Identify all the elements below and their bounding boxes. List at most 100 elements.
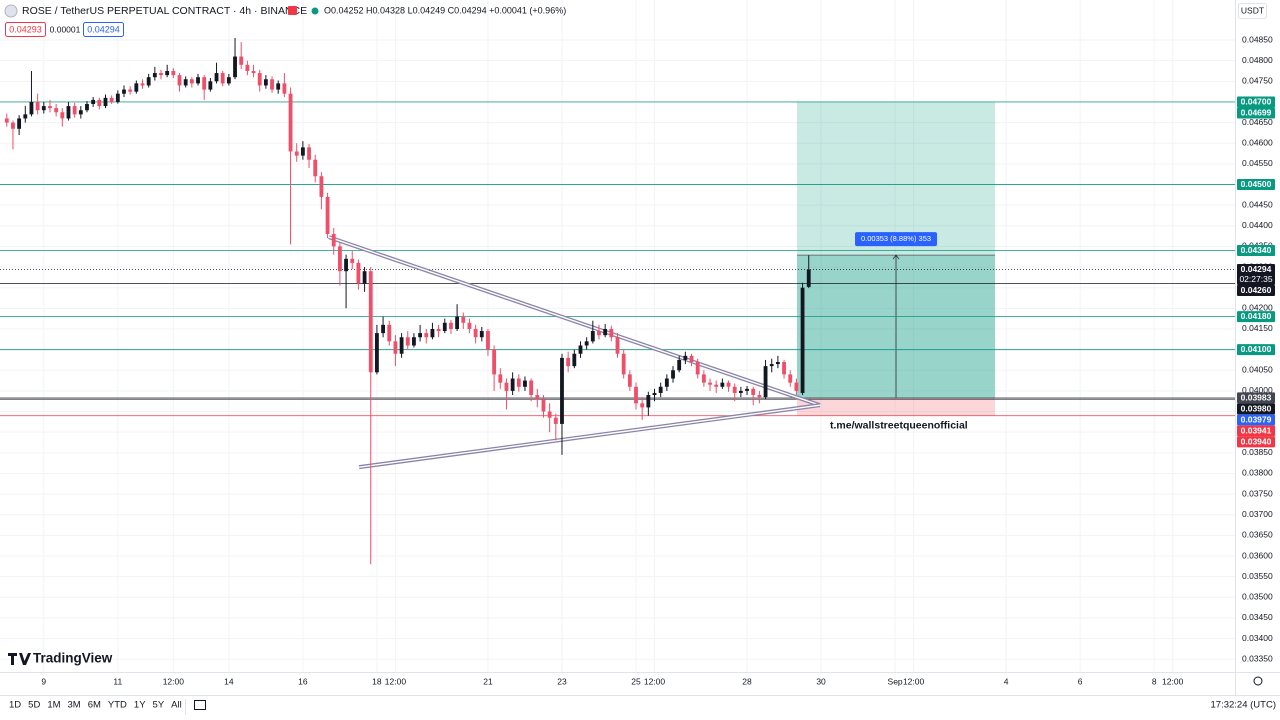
candle-body xyxy=(97,99,102,107)
sell-button[interactable] xyxy=(5,22,46,37)
range-button[interactable]: 5D xyxy=(28,700,40,711)
candle-body xyxy=(405,337,410,346)
candle-body xyxy=(584,341,589,346)
x-tick-label: 12:00 xyxy=(644,676,666,686)
candle-body xyxy=(671,370,675,379)
y-tick-label: 0.03850 xyxy=(1242,447,1273,457)
x-tick-label: Sep xyxy=(888,676,903,686)
candle-body xyxy=(782,362,786,375)
price-badge-label: 0.04180 xyxy=(1241,311,1272,321)
logo-icon xyxy=(8,653,31,665)
candle-body xyxy=(634,386,638,404)
trendline-inner xyxy=(358,404,820,468)
candle-body xyxy=(214,73,219,82)
candle-body xyxy=(85,104,89,111)
candle-body xyxy=(325,196,330,235)
y-tick-label: 0.03750 xyxy=(1242,488,1273,498)
candle-body xyxy=(498,374,503,383)
candle-body xyxy=(29,101,34,115)
range-button[interactable]: 3M xyxy=(68,700,81,711)
candle-body xyxy=(467,322,472,329)
candle-body xyxy=(233,56,237,78)
price-badge xyxy=(1237,96,1275,108)
candle-body xyxy=(516,378,521,387)
x-tick-label: 11 xyxy=(113,676,122,686)
candle-body xyxy=(621,353,626,375)
y-tick-label: 0.03550 xyxy=(1242,571,1273,581)
range-button[interactable]: All xyxy=(171,700,182,711)
candle-body xyxy=(436,328,441,332)
range-button[interactable]: 1D xyxy=(9,700,21,711)
candle-body xyxy=(683,355,688,360)
candle-body xyxy=(658,386,663,393)
x-tick-label: 4 xyxy=(1004,676,1009,686)
x-tick-label: 12:00 xyxy=(903,676,925,686)
bottom-toolbar xyxy=(0,695,1280,720)
candle-body xyxy=(276,83,281,90)
y-tick-label: 0.04650 xyxy=(1242,117,1273,127)
candle-body xyxy=(17,118,22,129)
trendline-inner xyxy=(328,236,821,406)
price-badge xyxy=(1237,344,1275,356)
price-badge xyxy=(1237,403,1275,415)
candle-body xyxy=(430,328,435,338)
y-tick-label: 0.03650 xyxy=(1242,530,1273,540)
candle-body xyxy=(529,380,534,396)
candle-body xyxy=(442,322,447,332)
candle-body xyxy=(183,79,188,86)
range-button[interactable]: YTD xyxy=(108,700,127,711)
candle-body xyxy=(122,89,126,94)
y-tick-label: 0.04450 xyxy=(1242,199,1273,209)
candle-body xyxy=(381,324,385,334)
candle-body xyxy=(726,382,731,387)
candle-body xyxy=(72,106,77,115)
y-tick-label: 0.03800 xyxy=(1242,468,1273,478)
candle-body xyxy=(738,390,743,393)
candle-body xyxy=(763,366,768,398)
flag-icon[interactable] xyxy=(288,6,297,15)
candle-body xyxy=(128,89,133,92)
settings-icon[interactable] xyxy=(1253,676,1263,686)
candle-body xyxy=(640,403,645,408)
price-badge-label: 0.03941 xyxy=(1241,425,1272,435)
candle-body xyxy=(399,337,404,354)
candle-body xyxy=(152,73,157,78)
candle-body xyxy=(455,316,460,329)
y-tick-label: 0.03350 xyxy=(1242,653,1273,663)
range-button[interactable]: 1Y xyxy=(134,700,146,711)
range-button[interactable]: 5Y xyxy=(153,700,165,711)
candle-body xyxy=(319,176,324,197)
ask-price: 0.04294 xyxy=(87,24,120,34)
candle-body xyxy=(479,331,484,338)
candle-body xyxy=(294,151,299,156)
candle-body xyxy=(344,258,348,272)
candle-body xyxy=(412,337,416,346)
price-badge-label: 0.03980 xyxy=(1241,403,1272,413)
price-badge-label: 0.04699 xyxy=(1241,107,1272,117)
candle-body xyxy=(769,364,774,367)
candle-body xyxy=(288,93,293,152)
candle-body xyxy=(356,262,361,284)
price-badge-label: 0.04100 xyxy=(1241,344,1272,354)
buy-button[interactable] xyxy=(83,22,124,37)
candle-body xyxy=(208,81,213,90)
x-tick-label: 8 xyxy=(1152,676,1157,686)
x-tick-label: 23 xyxy=(557,676,567,686)
candle-body xyxy=(350,258,355,263)
currency-button[interactable] xyxy=(1238,3,1267,19)
candle-body xyxy=(245,64,250,71)
price-badge xyxy=(1237,414,1275,426)
price-badge xyxy=(1237,436,1275,448)
range-button[interactable]: 1M xyxy=(47,700,60,711)
range-button[interactable]: 6M xyxy=(88,700,101,711)
date-range-icon[interactable] xyxy=(194,700,206,710)
ohlc-values: O0.04252 H0.04328 L0.04249 C0.04294 +0.0… xyxy=(324,5,566,15)
bid-price: 0.04293 xyxy=(9,24,42,34)
candle-body xyxy=(590,331,595,342)
candle-body xyxy=(393,341,398,354)
candle-body xyxy=(775,362,780,365)
x-tick-label: 9 xyxy=(41,676,46,686)
candle-body xyxy=(560,357,564,424)
candle-body xyxy=(337,246,342,272)
y-tick-label: 0.04550 xyxy=(1242,158,1273,168)
